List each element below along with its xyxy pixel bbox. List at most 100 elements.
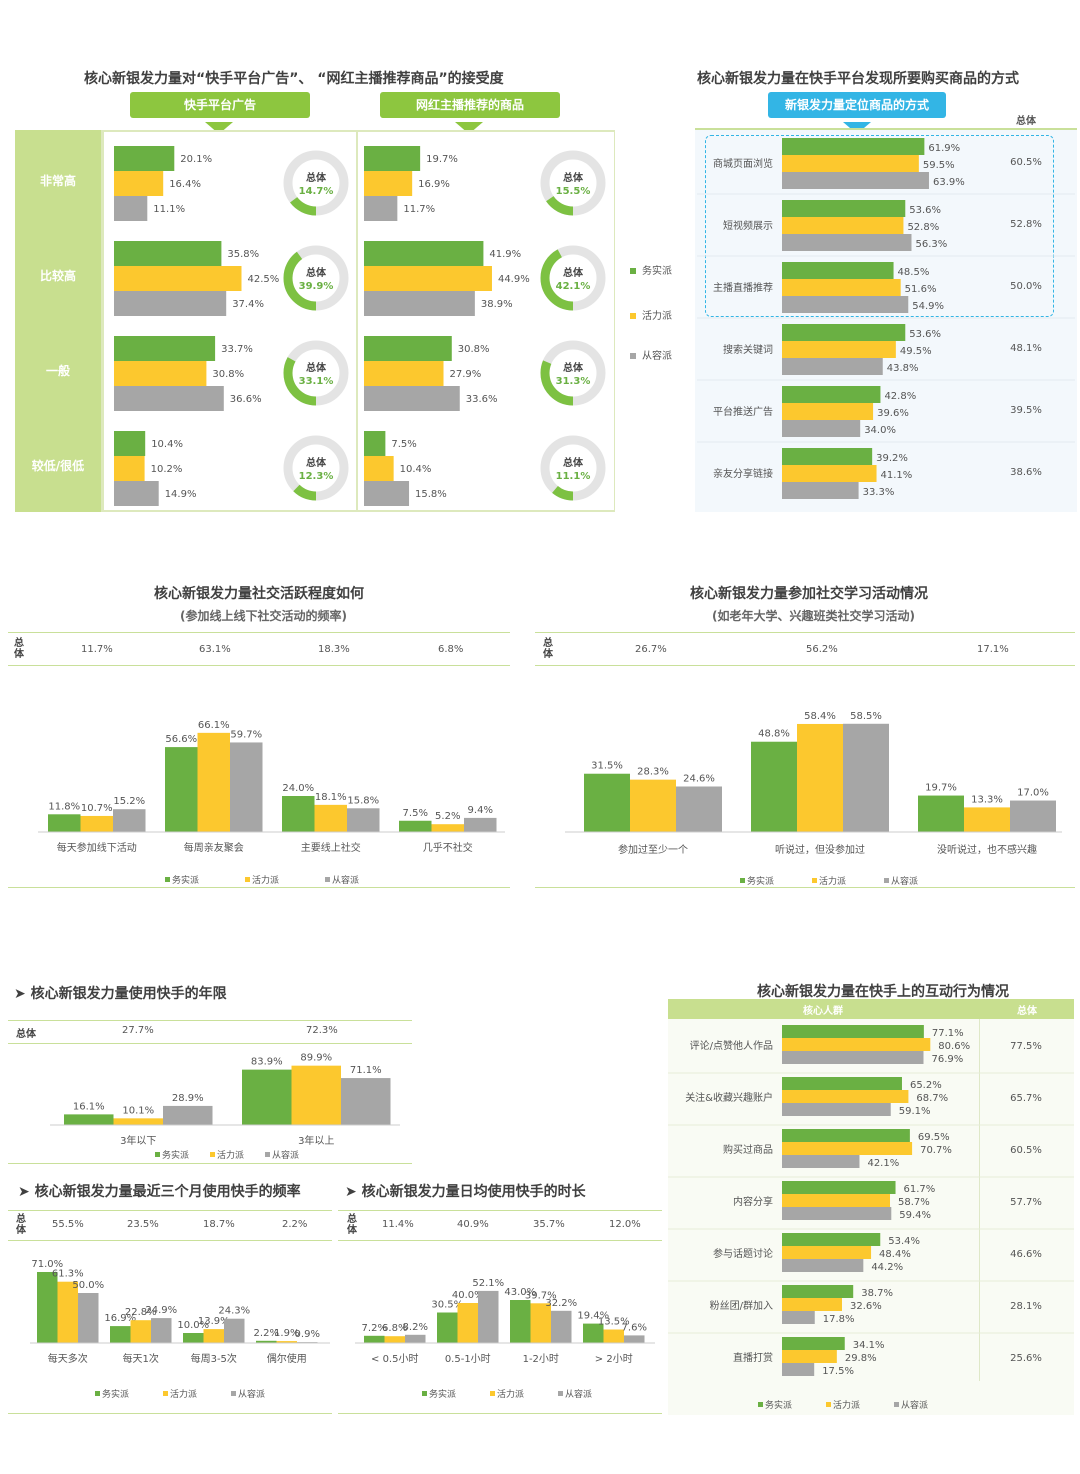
panel6-total: 18.7% [203,1219,235,1230]
legend-swatch-务实派 [165,877,170,882]
bar-value-label: 28.9% [172,1093,204,1104]
bar-value-label: 22.8% [125,1307,157,1318]
panel4-total: 17.1% [977,644,1009,655]
divider [8,1240,332,1241]
bar-value-label: 30.8% [212,369,244,380]
bar-value-label: 56.3% [915,239,947,250]
bar-value-label: 41.9% [489,249,521,260]
bar-活力派 [457,1303,478,1343]
category-label: 3年以下 [120,1134,156,1147]
bar-value-label: 16.4% [169,179,201,190]
category-label: 参与话题讨论 [713,1247,773,1260]
legend-swatch-活力派 [245,877,250,882]
panel7-total: 11.4% [382,1219,414,1230]
bar-务实派 [510,1300,531,1343]
donut-value: 39.9% [299,281,334,292]
bar-务实派 [782,1233,881,1246]
panel6-title-text: 核心新银发力量最近三个月使用快手的频率 [34,1184,301,1200]
bar-value-label: 63.9% [933,177,965,188]
bar-value-label: 19.7% [426,154,458,165]
divider [8,887,510,888]
bar-务实派 [918,795,964,832]
bar-从容派 [405,1334,426,1343]
donut-value-arc [283,340,349,406]
category-label: 参加过至少一个 [618,843,688,856]
total-value: 28.1% [1010,1301,1042,1312]
donut-value-arc [540,340,606,406]
category-label: 听说过，但没参加过 [775,843,865,856]
bar-活力派 [782,1142,913,1155]
legend-swatch-从容派 [231,1391,236,1396]
bar-value-label: 7.5% [391,439,416,450]
bar-从容派 [364,481,410,506]
bar-value-label: 35.8% [227,249,259,260]
bar-value-label: 28.3% [637,767,669,778]
bar-value-label: 43.8% [887,363,919,374]
bar-value-label: 61.9% [928,143,960,154]
panel6-total: 23.5% [127,1219,159,1230]
total-value: 25.6% [1010,1353,1042,1364]
total-value: 57.7% [1010,1197,1042,1208]
chevron-right-icon: ➤ [345,1184,357,1200]
category-label: 内容分享 [733,1195,773,1208]
legend-label: 从容派 [901,1399,928,1411]
bar-value-label: 15.8% [347,795,379,806]
bar-value-label: 38.9% [481,299,513,310]
category-label: 短视频展示 [723,219,773,232]
category-label: 每周亲友聚会 [184,841,244,854]
bar-value-label: 16.1% [73,1101,105,1112]
legend-label: 活力派 [833,1399,860,1411]
bar-value-label: 68.7% [916,1093,948,1104]
legend-label: 从容派 [565,1388,592,1400]
bar-value-label: 40.0% [452,1290,484,1301]
bar-活力派 [797,723,843,832]
row-label-high: 比较高 [39,269,76,283]
bar-value-label: 83.9% [251,1057,283,1068]
bar-从容派 [114,291,227,316]
bar-活力派 [603,1329,624,1343]
bar-务实派 [782,262,894,279]
bar-从容派 [478,1290,499,1343]
bar-从容派 [364,386,460,411]
panel3-total: 18.3% [318,644,350,655]
bar-value-label: 10.4% [151,439,183,450]
panel2-header: 新银发力量定位商品的方式 [768,92,946,118]
bar-value-label: 19.4% [577,1311,609,1322]
bar-value-label: 51.6% [905,284,937,295]
bar-value-label: 32.6% [850,1301,882,1312]
panel8-header-total: 总体 [1017,1006,1037,1017]
category-label: 直播打赏 [733,1351,773,1364]
panel7-title-text: 核心新银发力量日均使用快手的时长 [361,1184,586,1200]
bar-value-label: 10.4% [400,464,432,475]
bar-value-label: 24.9% [145,1305,177,1316]
bar-从容派 [782,420,861,437]
panel8-header-bar [668,999,1074,1019]
legend-swatch-活力派 [812,878,817,883]
bar-value-label: 53.4% [888,1236,920,1247]
legend-swatch-活力派 [210,1152,215,1157]
legend-swatch-从容派 [884,878,889,883]
panel3-total: 63.1% [199,644,231,655]
row-label-very-high: 非常高 [39,174,76,188]
panel1-legend: 务实派 活力派 从容派 [630,262,672,362]
bar-从容派 [341,1078,391,1125]
bar-从容派 [782,234,912,251]
bar-value-label: 44.9% [498,274,530,285]
donut-title: 总体 [563,171,584,184]
bar-务实派 [114,336,216,361]
bar-value-label: 53.6% [909,329,941,340]
bar-务实派 [399,820,432,832]
legend-label: 活力派 [217,1149,244,1161]
bar-value-label: 33.7% [221,344,253,355]
legend-label: 活力派 [497,1388,524,1400]
panel2-frame [695,128,1077,512]
category-label: 3年以上 [298,1134,334,1147]
bar-value-label: 71.1% [350,1065,382,1076]
panel6-total: 2.2% [282,1219,308,1230]
panel4-title: 核心新银发力量参加社交学习活动情况 [690,586,928,602]
divider [8,1413,332,1414]
bar-务实派 [782,138,925,155]
panel4-total: 56.2% [806,644,838,655]
panel1-title: 核心新银发力量对“快手平台广告”、 “网红主播推荐商品”的接受度 [84,71,504,87]
panel8-header-core: 核心人群 [803,1006,843,1017]
